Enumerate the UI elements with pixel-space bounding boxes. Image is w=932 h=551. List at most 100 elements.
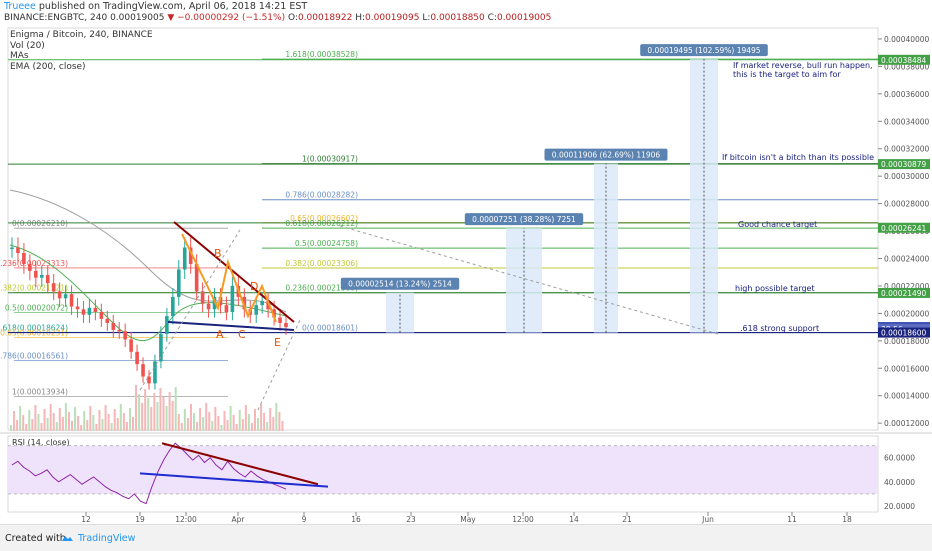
legend-vol[interactable]: Vol (20)	[10, 40, 45, 51]
measure-label: 0.00019495 (102.59%) 19495	[647, 46, 760, 55]
volume-bar	[159, 388, 162, 431]
volume-bar	[119, 404, 122, 431]
candle-body	[51, 283, 56, 292]
volume-bar	[89, 406, 92, 431]
fib-level-label: 0.65(0.00026602)	[290, 214, 358, 223]
wave-label: D	[250, 280, 258, 293]
chart-area[interactable]: 0.00040000 0.00038000 0.00036000 0.00034000…	[0, 26, 932, 524]
price-axis-label: 0.00032000	[884, 145, 930, 154]
low-value: 0.00018850	[430, 13, 485, 23]
candle-body	[10, 247, 14, 250]
fib-left-label: 0.618(0.00018624)	[0, 323, 68, 332]
time-axis-label: May	[460, 515, 476, 524]
legend-title: Enigma / Bitcoin, 240, BINANCE	[10, 30, 153, 40]
volume-bar	[16, 420, 19, 431]
volume-bar	[238, 410, 241, 431]
tradingview-logo-link[interactable]: TradingView	[58, 529, 148, 547]
fib-left-label: 0.236(0.00023313)	[0, 259, 68, 268]
fib-level-label: 0.236(0.00021508)	[285, 284, 358, 293]
rsi-title: RSI (14, close)	[12, 438, 70, 447]
volume-bar	[205, 403, 208, 431]
volume-bar	[67, 412, 70, 431]
volume-bar	[13, 411, 16, 431]
price-axis-label: 0.00016000	[884, 364, 930, 373]
fib-level-label: 0(0.00018601)	[302, 324, 358, 333]
candle-body	[69, 294, 74, 307]
volume-bar	[254, 409, 256, 431]
price-axis-label: 0.00022000	[884, 282, 930, 291]
high-label: H:	[355, 13, 366, 23]
volume-bar	[199, 408, 202, 431]
chart-legend: Enigma / Bitcoin, 240, BINANCE Vol (20) …	[10, 30, 153, 72]
volume-bar	[125, 422, 128, 431]
annotation-text: If bitcoin isn't a bitch than its possib…	[722, 153, 874, 162]
volume-bar	[211, 421, 214, 431]
price-axis-label: 0.00024000	[884, 254, 930, 263]
author-link[interactable]: Trueee	[4, 1, 36, 12]
legend-mas[interactable]: MAs	[10, 51, 29, 61]
volume-bar	[83, 411, 86, 431]
price-axis-label: 0.00028000	[884, 200, 930, 209]
legend-ema[interactable]: EMA (200, close)	[10, 61, 86, 72]
candle-body	[147, 376, 151, 384]
time-axis-label: 12:00	[512, 515, 534, 524]
volume-bar	[92, 415, 95, 431]
volume-bar	[186, 418, 189, 431]
volume-bar	[64, 403, 67, 431]
volume-bar	[128, 408, 131, 431]
candle-body	[206, 303, 211, 310]
footer-bar: Created with TradingView	[0, 524, 932, 551]
wave-label: A	[216, 328, 224, 341]
change-value: −0.00000292 (−1.51%)	[177, 13, 286, 23]
price-axis-label: 0.00040000	[884, 35, 930, 44]
volume-bar	[55, 422, 58, 431]
volume-bar	[266, 422, 269, 431]
measure-label-bg	[464, 213, 584, 226]
volume-bar	[74, 407, 77, 431]
time-axis-label: 12	[81, 515, 91, 524]
candle-body	[242, 296, 247, 310]
annotation-text: high possible target	[735, 284, 815, 293]
price-axis-label: 0.00020000	[884, 309, 930, 318]
volume-bar	[77, 416, 80, 431]
volume-bar	[71, 421, 73, 431]
volume-bar	[189, 404, 192, 431]
last-price: 0.00019005	[110, 13, 165, 23]
volume-bar	[241, 419, 244, 431]
price-badge-label: 0.00038484	[881, 56, 927, 65]
candle-body	[182, 247, 187, 270]
measure-label: 0.00011906 (62.69%) 11906	[552, 151, 661, 160]
price-badge	[878, 327, 930, 338]
volume-bar	[278, 412, 281, 431]
candle-body	[105, 318, 110, 323]
candle-body	[194, 263, 199, 292]
candle-body	[254, 305, 259, 315]
wave-label: C	[238, 328, 246, 341]
volume-bar	[275, 403, 278, 431]
rsi-axis-label: 60.0000	[884, 454, 915, 463]
volume-bar	[263, 413, 266, 431]
annotation-text: .618 strong support	[740, 324, 819, 333]
price-chart[interactable]: 0.00040000 0.00038000 0.00036000 0.00034000…	[0, 26, 932, 524]
price-badge-label: 0.00030879	[881, 160, 927, 169]
volume-bar	[52, 413, 55, 431]
volume-bar	[193, 413, 195, 431]
volume-bar	[208, 412, 211, 431]
volume-bar	[122, 413, 125, 431]
price-badge	[878, 222, 930, 233]
volume-bar	[22, 415, 25, 431]
volume-bar	[101, 419, 104, 431]
candle-body	[176, 269, 181, 297]
price-axis-label: 0.00034000	[884, 117, 930, 126]
brand-label: TradingView	[78, 533, 136, 544]
volume-bar	[250, 423, 253, 431]
time-axis-label: 21	[622, 515, 632, 524]
published-text: published on TradingView.com, April 06, …	[38, 1, 308, 12]
volume-bar	[272, 417, 275, 431]
publish-line: Trueee published on TradingView.com, Apr…	[4, 1, 307, 12]
wave-label: E	[274, 336, 281, 349]
candle-body	[28, 263, 32, 271]
high-value: 0.00019095	[365, 13, 420, 23]
triangle-resistance	[173, 221, 295, 323]
time-axis-label: 16	[351, 515, 361, 524]
